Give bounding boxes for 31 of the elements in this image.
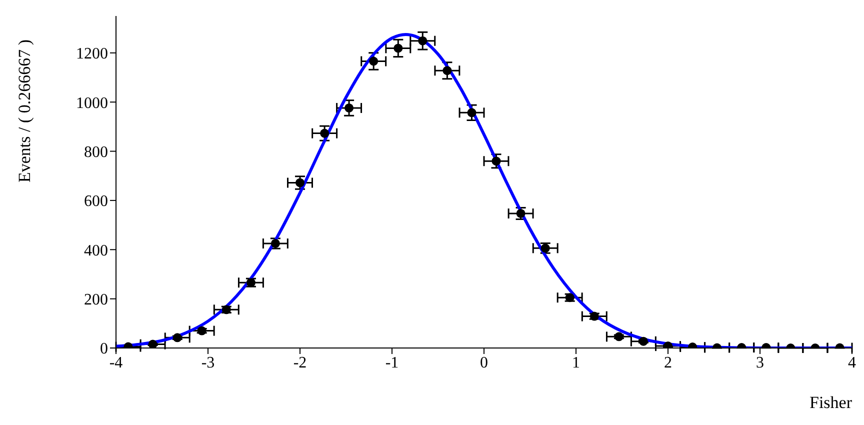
point [394, 44, 403, 53]
point [492, 156, 501, 166]
x-tick-label: 2 [664, 354, 672, 372]
point [442, 66, 452, 76]
x-tick-label: 4 [848, 354, 856, 372]
point [614, 332, 624, 342]
x-tick-label: -1 [385, 354, 399, 372]
x-tick-label: -2 [293, 354, 307, 372]
point [467, 108, 476, 118]
point [369, 56, 378, 66]
point [418, 36, 428, 46]
y-tick-label: 200 [84, 291, 108, 308]
point [148, 340, 158, 348]
x-tick-label: 1 [572, 354, 580, 372]
point [638, 336, 648, 346]
y-tick-label: 1000 [76, 94, 108, 112]
y-tick-label: 800 [84, 144, 108, 161]
x-tick-label: 0 [480, 354, 488, 372]
y-tick-label: 0 [100, 340, 108, 358]
y-tick-label: 400 [84, 242, 108, 260]
x-tick-label: -3 [201, 354, 215, 372]
point [296, 178, 304, 188]
y-axis-title: Events / ( 0.266667 ) [15, 39, 34, 183]
x-tick-label: -4 [109, 354, 123, 372]
point [172, 333, 182, 342]
x-tick-label: 3 [756, 354, 764, 372]
point [344, 103, 354, 112]
x-axis-title: Fisher [810, 393, 852, 412]
y-tick-label: 1200 [76, 46, 108, 63]
point [320, 128, 330, 138]
y-tick-label: 600 [84, 193, 108, 210]
